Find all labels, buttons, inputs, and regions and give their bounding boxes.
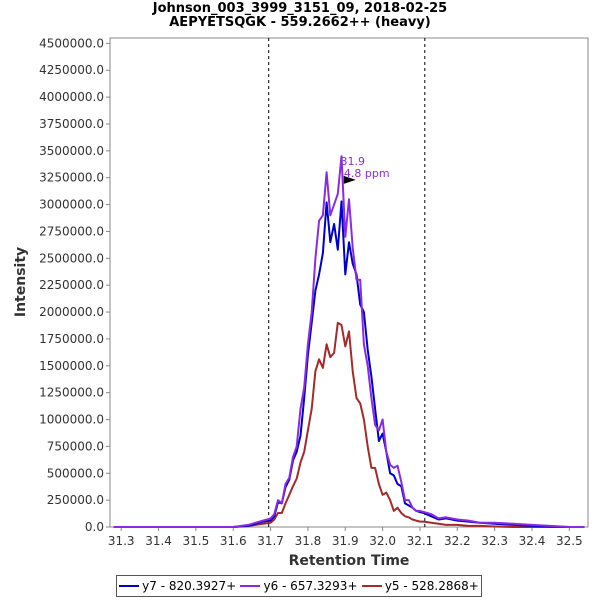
y-tick-label: 3000000.0	[39, 198, 104, 212]
annotation-ppm-label: 4.8 ppm	[344, 167, 390, 180]
legend-item-y6: y6 - 657.3293+	[240, 579, 358, 593]
chart-title-line2: AEPYETSQGK - 559.2662++ (heavy)	[169, 15, 430, 30]
series-line-y5	[113, 321, 585, 528]
y-tick-label: 4000000.0	[39, 90, 104, 104]
plot-area	[109, 37, 589, 528]
x-tick-label: 32.4	[519, 534, 546, 548]
legend-label-y7: y7 - 820.3927+	[142, 579, 237, 593]
annotation-time-label: 31.9	[340, 155, 365, 168]
peak-apex-arrow	[343, 175, 356, 184]
y-tick-label: 1000000.0	[39, 413, 104, 427]
x-tick-label: 32.5	[556, 534, 583, 548]
x-tick-label: 32.3	[481, 534, 508, 548]
y-axis-title: Intensity	[13, 247, 29, 317]
x-tick-label: 31.4	[145, 534, 172, 548]
x-tick-label: 31.8	[295, 534, 322, 548]
x-tick-label: 32.2	[444, 534, 471, 548]
x-tick-label: 31.6	[220, 534, 247, 548]
y-tick-label: 2000000.0	[39, 305, 104, 319]
y-tick-label: 2500000.0	[39, 251, 104, 265]
x-tick-label: 31.7	[257, 534, 284, 548]
legend-swatch-y6	[240, 585, 261, 587]
y-tick-label: 4250000.0	[39, 63, 104, 77]
legend-swatch-y7	[119, 585, 140, 587]
legend-item-y7: y7 - 820.3927+	[119, 579, 236, 593]
y-tick-label: 3750000.0	[39, 117, 104, 131]
y-tick-label: 1250000.0	[39, 386, 104, 400]
y-tick-label: 1500000.0	[39, 359, 104, 373]
y-axis: 0.0 250000.0 500000.0 750000.0 1000000.0 1250…	[39, 36, 110, 534]
y-tick-label: 4500000.0	[39, 36, 104, 50]
legend-swatch-y5	[361, 585, 382, 587]
y-tick-label: 3500000.0	[39, 144, 104, 158]
y-tick-label: 250000.0	[47, 493, 104, 507]
x-axis: 31.3 31.4 31.5 31.6 31.7 31.8 31.9 32.0 32.1 32.2…	[108, 527, 583, 548]
peak-annotation: 31.9 4.8 ppm	[340, 155, 390, 184]
y-tick-label: 2750000.0	[39, 224, 104, 238]
x-tick-label: 31.5	[183, 534, 210, 548]
y-tick-label: 500000.0	[47, 466, 104, 480]
y-tick-label: 1750000.0	[39, 332, 104, 346]
x-tick-label: 31.9	[332, 534, 359, 548]
chart-legend: y7 - 820.3927+ y6 - 657.3293+ y5 - 528.2…	[116, 575, 482, 597]
y-tick-label: 750000.0	[47, 439, 104, 453]
y-tick-label: 2250000.0	[39, 278, 104, 292]
legend-label-y5: y5 - 528.2868+	[384, 579, 479, 593]
x-tick-label: 32.0	[369, 534, 396, 548]
y-tick-label: 3250000.0	[39, 171, 104, 185]
x-tick-label: 31.3	[108, 534, 135, 548]
x-tick-label: 32.1	[407, 534, 434, 548]
series-line-y6	[113, 155, 585, 528]
legend-label-y6: y6 - 657.3293+	[263, 579, 358, 593]
x-axis-title: Retention Time	[289, 553, 410, 569]
legend-item-y5: y5 - 528.2868+	[361, 579, 479, 593]
y-tick-label: 0.0	[85, 520, 104, 534]
chart-title-line1: Johnson_003_3999_3151_09, 2018-02-25	[152, 1, 447, 16]
series-lines	[113, 155, 585, 528]
